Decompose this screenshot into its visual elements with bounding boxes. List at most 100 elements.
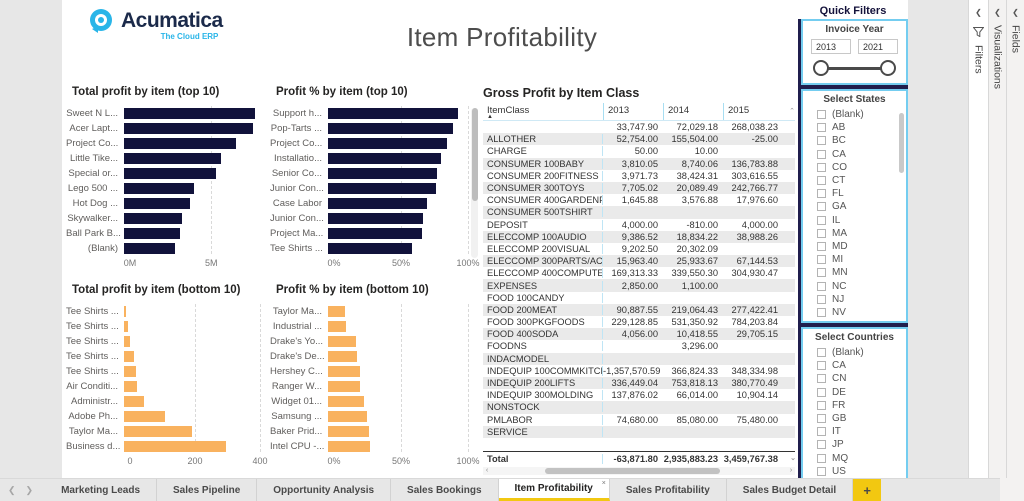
states-scrollbar[interactable] [899,113,904,173]
country-option[interactable]: US [817,465,906,478]
country-option[interactable]: CN [817,372,906,385]
collapse-chevron-icon[interactable]: ❮ [1012,8,1019,17]
state-option[interactable]: MA [817,227,906,240]
bar[interactable] [124,182,194,195]
slider-handle-min[interactable] [813,60,829,76]
state-option[interactable]: AB [817,121,906,134]
bar[interactable] [328,167,438,180]
checkbox-icon[interactable] [817,176,826,186]
checkbox-icon[interactable] [817,228,826,238]
state-option[interactable]: NV [817,306,906,319]
tab-sales-budget-detail[interactable]: Sales Budget Detail [727,479,854,501]
checkbox-icon[interactable] [817,466,826,476]
checkbox-icon[interactable] [817,136,826,146]
column-header-2014[interactable]: 2014 [663,103,723,120]
bar[interactable] [124,320,129,333]
country-option[interactable]: JP [817,438,906,451]
visualizations-pane-collapsed[interactable]: ❮ Visualizations [988,0,1006,501]
table-row[interactable]: CONSUMER 200FITNESS 3,971.73 38,424.31 303,… [483,170,795,182]
bar[interactable] [124,305,126,318]
bar[interactable] [328,365,361,378]
state-option[interactable]: MD [817,240,906,253]
bar[interactable] [124,365,136,378]
scroll-up-icon[interactable]: ⌃ [789,108,795,115]
bar[interactable] [328,410,368,423]
table-row[interactable]: ELECCOMP 200VISUAL 9,202.50 20,302.09 [483,243,795,255]
tab-nav-prev-icon[interactable]: ❮ [8,484,16,495]
state-option[interactable]: FL [817,187,906,200]
table-row[interactable]: INDEQUIP 200LIFTS 336,449.04 753,818.13 380… [483,376,795,390]
table-row[interactable]: INDEQUIP 300MOLDING 137,876.02 66,014.00 10… [483,389,795,401]
tab-nav-next-icon[interactable]: ❯ [25,484,34,495]
state-option[interactable]: BC [817,134,906,147]
state-option[interactable]: GA [817,200,906,213]
country-option[interactable]: FR [817,399,906,412]
bar[interactable] [124,137,237,150]
state-option[interactable]: CA [817,148,906,161]
checkbox-icon[interactable] [817,348,826,358]
slider-handle-max[interactable] [880,60,896,76]
bar[interactable] [124,197,191,210]
table-row[interactable]: FOOD 200MEAT 90,887.55 219,064.43 277,422.4… [483,303,795,316]
scroll-right-icon[interactable]: › [789,467,793,474]
table-row[interactable]: ELECCOMP 100AUDIO 9,386.52 18,834.22 38,988… [483,230,795,243]
checkbox-icon[interactable] [817,215,826,225]
checkbox-icon[interactable] [817,440,826,450]
table-row[interactable]: ELECCOMP 400COMPUTERS 169,313.33 339,550.3… [483,267,795,279]
column-header-2015[interactable]: 2015 [723,103,783,120]
bar[interactable] [124,335,131,348]
fields-pane-collapsed[interactable]: ❮ Fields [1006,0,1024,501]
table-row[interactable] [483,438,795,450]
checkbox-icon[interactable] [817,294,826,304]
country-option[interactable]: IT [817,425,906,438]
tab-sales-pipeline[interactable]: Sales Pipeline [157,479,258,501]
bar[interactable] [328,440,370,453]
table-row[interactable]: EXPENSES 2,850.00 1,100.00 [483,279,795,292]
table-row[interactable]: 33,747.90 72,029.18 268,038.23 [483,121,795,133]
checkbox-icon[interactable] [817,427,826,437]
checkbox-icon[interactable] [817,241,826,251]
country-option[interactable]: MQ [817,452,906,465]
bar[interactable] [124,410,165,423]
bar[interactable] [124,167,216,180]
bar[interactable] [328,137,447,150]
checkbox-icon[interactable] [817,387,826,397]
table-row[interactable]: FOOD 100CANDY [483,292,795,304]
checkbox-icon[interactable] [817,414,826,424]
table-row[interactable]: PMLABOR 74,680.00 85,080.00 75,480.00 [483,414,795,426]
tab-opportunity-analysis[interactable]: Opportunity Analysis [257,479,392,501]
bar[interactable] [328,395,365,408]
state-option[interactable]: NC [817,279,906,292]
state-option[interactable]: MI [817,253,906,266]
table-row[interactable]: INDACMODEL [483,352,795,365]
table-row[interactable]: FOOD 400SODA 4,056.00 10,418.55 29,705.15 [483,328,795,341]
scrollbar-thumb[interactable] [471,108,478,201]
scroll-left-icon[interactable]: ‹ [485,467,489,474]
bar[interactable] [328,212,424,225]
tab-item-profitability[interactable]: Item Profitability × [498,479,610,501]
bar[interactable] [328,425,369,438]
state-option[interactable]: CO [817,161,906,174]
checkbox-icon[interactable] [817,189,826,199]
tab-close-icon[interactable]: × [601,480,606,487]
table-row[interactable]: INDEQUIP 100COMMKITCH -1,357,570.59 366,82… [483,365,795,377]
state-option[interactable]: IL [817,214,906,227]
checkbox-icon[interactable] [817,453,826,463]
bar[interactable] [328,197,428,210]
table-row[interactable]: SERVICE [483,425,795,438]
bar[interactable] [328,122,453,135]
bar[interactable] [124,242,175,255]
bar[interactable] [328,152,442,165]
filters-pane-collapsed[interactable]: ❮ Filters [968,0,988,478]
column-header-itemclass[interactable]: ItemClass ▲ [487,105,530,120]
checkbox-icon[interactable] [817,162,826,172]
state-option[interactable]: CT [817,174,906,187]
scrollbar-thumb[interactable] [545,468,721,474]
table-row[interactable]: FOOD 300PKGFOODS 229,128.85 531,350.92 784,… [483,316,795,328]
bar[interactable] [124,212,182,225]
country-option[interactable]: CA [817,359,906,372]
tab-sales-profitability[interactable]: Sales Profitability [610,479,727,501]
checkbox-icon[interactable] [817,110,826,120]
checkbox-icon[interactable] [817,361,826,371]
add-page-button[interactable]: + [853,479,882,501]
